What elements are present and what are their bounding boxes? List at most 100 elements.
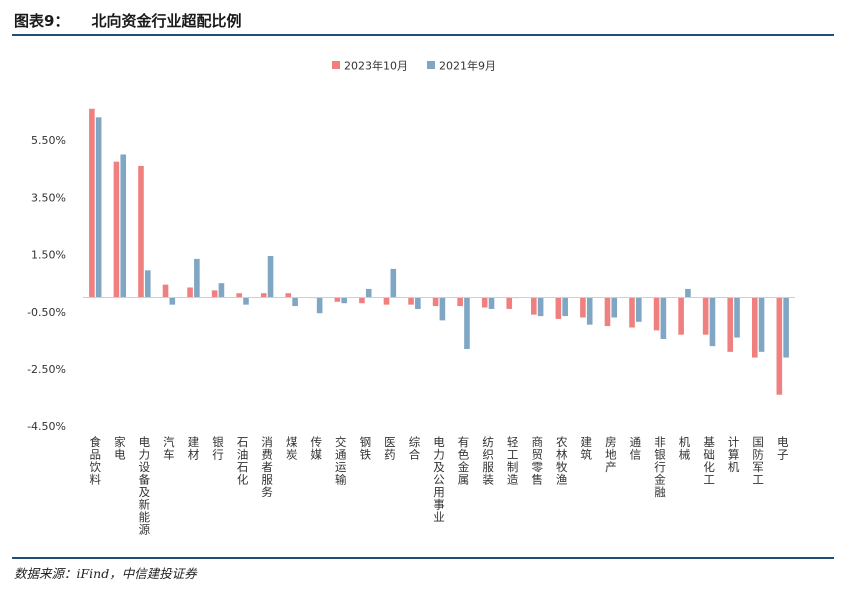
bar-series2: [243, 297, 249, 305]
bar-series2: [390, 268, 397, 298]
category-label: 石油石化: [237, 435, 249, 487]
bar-series1: [481, 297, 488, 308]
bar-series1: [138, 165, 144, 298]
bar-series1: [334, 297, 341, 302]
bar-series2: [120, 154, 127, 298]
category-label: 建筑: [581, 435, 593, 462]
bar-series2: [169, 297, 176, 305]
bar-group: [89, 108, 789, 395]
y-tick-label: -0.50%: [27, 306, 66, 319]
y-tick-label: 1.50%: [31, 249, 66, 262]
category-label: 交通运输: [335, 435, 347, 487]
bar-series2: [636, 297, 642, 322]
y-tick-label: -2.50%: [27, 363, 66, 376]
bar-series2: [316, 297, 323, 314]
figure-label: 图表9：: [14, 12, 70, 30]
category-label: 传媒: [310, 435, 322, 462]
figure-title-text: 北向资金行业超配比例: [91, 12, 242, 30]
bar-series2: [95, 117, 102, 298]
bar-series1: [555, 297, 562, 319]
category-label: 轻工制造: [507, 435, 519, 487]
bar-series2: [562, 297, 568, 317]
category-label: 医药: [384, 435, 396, 462]
bar-series2: [341, 297, 347, 304]
bar-series1: [457, 297, 463, 307]
category-label: 纺织服装: [482, 435, 494, 487]
bar-series1: [432, 297, 439, 307]
bar-series1: [678, 297, 684, 335]
legend-swatch-2: [427, 61, 435, 69]
bar-series2: [734, 297, 740, 338]
bar-series2: [218, 283, 225, 298]
category-label: 基础化工: [703, 435, 715, 487]
bar-series1: [727, 297, 734, 352]
category-label: 国防军工: [752, 435, 764, 487]
bar-series1: [702, 297, 709, 335]
title-rule: [12, 34, 834, 36]
bar-series2: [488, 297, 495, 309]
bar-series1: [260, 293, 267, 298]
bar-series2: [783, 297, 789, 358]
bar-series1: [113, 161, 120, 298]
category-label: 综合: [409, 435, 421, 462]
bar-series2: [660, 297, 667, 339]
category-label: 电子: [777, 435, 789, 462]
y-axis: 5.50% 3.50% 1.50% -0.50% -2.50% -4.50%: [27, 134, 66, 433]
legend-label-1: 2023年10月: [344, 59, 408, 73]
bar-series1: [211, 290, 218, 298]
category-label: 汽车: [163, 435, 175, 462]
category-label: 电力及公用事业: [433, 435, 445, 524]
bar-series2: [685, 288, 691, 298]
bar-series1: [162, 284, 169, 298]
bar-series1: [89, 108, 95, 298]
bar-series1: [604, 297, 611, 327]
legend-swatch-1: [332, 61, 340, 69]
bar-series2: [194, 258, 200, 298]
bar-series2: [709, 297, 716, 347]
bar-series1: [236, 293, 242, 298]
bar-series2: [611, 297, 618, 318]
footer-rule: [12, 557, 834, 559]
bar-series1: [653, 297, 660, 331]
bar-series2: [464, 297, 470, 349]
bar-series1: [187, 287, 193, 298]
bar-series2: [586, 297, 593, 325]
legend-label-2: 2021年9月: [439, 59, 496, 73]
bar-series2: [415, 297, 421, 309]
category-label: 通信: [630, 435, 642, 462]
figure-title: 图表9： 北向资金行业超配比例: [14, 9, 241, 33]
y-tick-label: -4.50%: [27, 420, 66, 433]
category-label: 消费者服务: [261, 435, 273, 499]
bar-series1: [359, 297, 365, 304]
bar-series1: [408, 297, 414, 305]
category-label: 银行: [212, 435, 224, 462]
category-label: 房地产: [605, 435, 617, 474]
category-label: 计算机: [728, 435, 740, 474]
category-label: 机械: [679, 435, 691, 462]
y-tick-label: 3.50%: [31, 191, 66, 204]
bar-series2: [758, 297, 765, 352]
bar-series2: [365, 288, 372, 298]
bar-series1: [629, 297, 635, 328]
category-label: 电力设备及新能源: [139, 435, 151, 537]
bar-series2: [439, 297, 446, 321]
source-note: 数据来源：iFind，中信建投证券: [14, 566, 197, 581]
bar-series1: [506, 297, 513, 309]
bar-series2: [292, 297, 298, 307]
category-label: 煤炭: [286, 435, 298, 462]
bar-series2: [537, 297, 544, 317]
category-label: 食品饮料: [90, 435, 102, 487]
category-label: 非银行金融: [654, 435, 666, 499]
chart-legend: 2023年10月 2021年9月: [332, 59, 496, 73]
category-label: 钢铁: [360, 435, 372, 462]
category-label: 有色金属: [458, 435, 470, 487]
category-label: 家电: [114, 435, 126, 462]
y-tick-label: 5.50%: [31, 134, 66, 147]
bar-series1: [776, 297, 783, 395]
bar-series1: [285, 293, 292, 298]
bar-series1: [751, 297, 758, 358]
category-label: 农林牧渔: [556, 435, 568, 487]
bar-series1: [531, 297, 537, 315]
